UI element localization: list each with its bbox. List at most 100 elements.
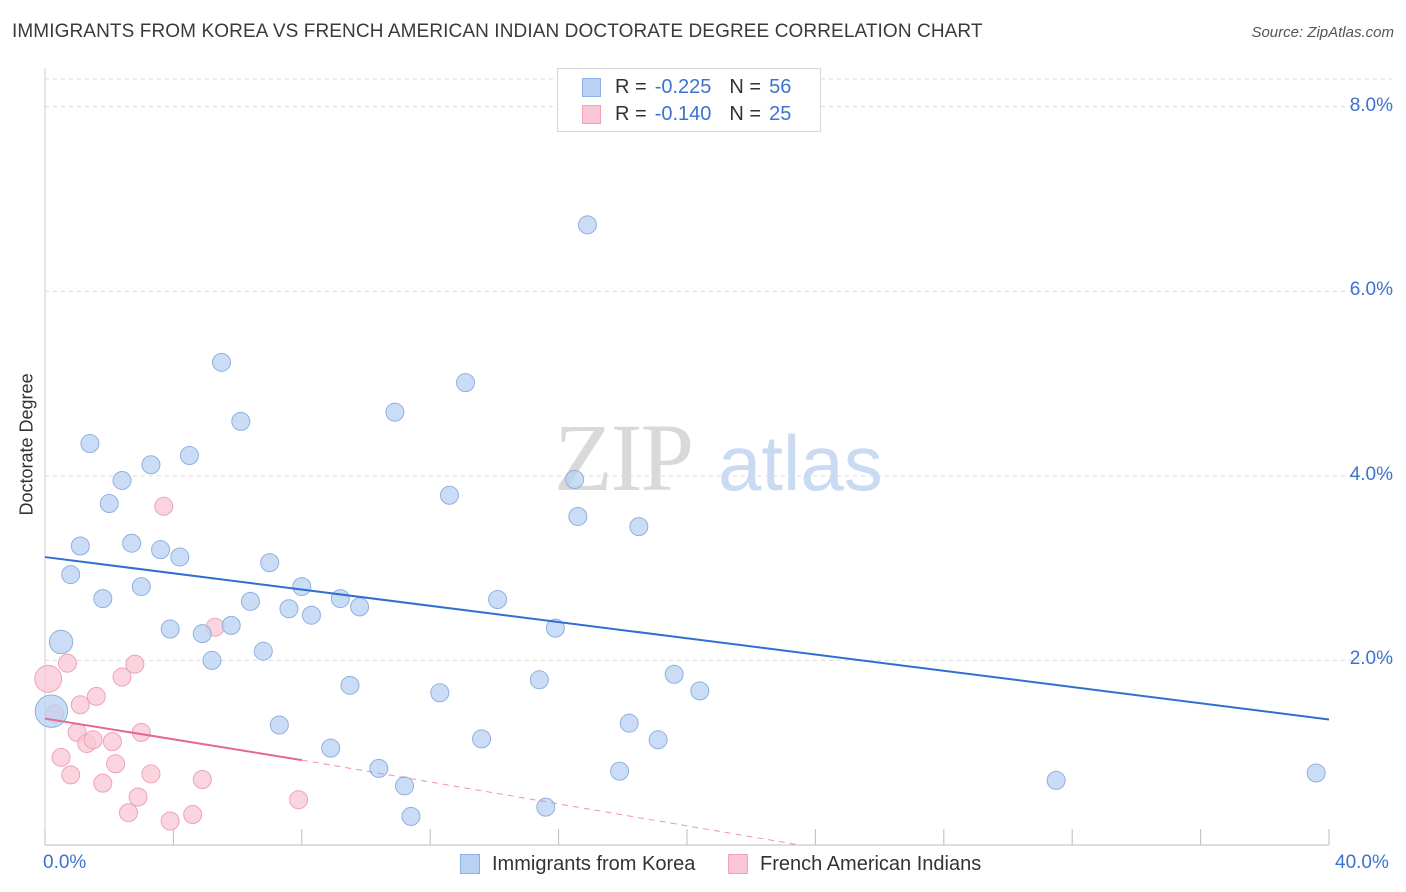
legend-r-label: R = <box>615 75 647 98</box>
y-tick-label: 2.0% <box>1349 648 1393 670</box>
data-point <box>125 654 145 674</box>
data-point <box>610 761 630 781</box>
data-point <box>577 215 597 235</box>
data-point <box>51 747 71 767</box>
legend-r-value: -0.225 <box>654 75 712 98</box>
data-point <box>430 683 450 703</box>
data-point <box>83 730 103 750</box>
watermark-atlas: atlas <box>718 419 883 507</box>
trend-line-korea <box>44 556 1330 721</box>
data-point <box>240 591 260 611</box>
x-tick-label-min: 0.0% <box>43 852 87 873</box>
series-legend-label: French American Indians <box>760 852 982 875</box>
data-point <box>629 517 649 537</box>
series-immigrants-from-korea <box>34 215 1326 826</box>
data-point <box>690 681 710 701</box>
legend-r-value: -0.140 <box>654 102 712 125</box>
data-point <box>118 803 138 823</box>
data-point <box>70 536 90 556</box>
data-point <box>545 618 565 638</box>
data-point <box>369 758 389 778</box>
legend-n-label: N = <box>729 102 762 125</box>
data-point <box>565 470 585 490</box>
y-axis-label: Doctorate Degree <box>16 373 37 516</box>
data-point <box>80 434 100 454</box>
data-point <box>112 470 132 490</box>
trend-line-french-extension <box>301 759 800 846</box>
series-legend-swatch-blue <box>460 854 480 874</box>
legend-n-value: 25 <box>769 102 792 125</box>
legend-n-value: 56 <box>769 75 792 98</box>
x-tick-label-max: 40.0% <box>1335 852 1389 873</box>
data-point <box>141 455 161 475</box>
data-point <box>1306 763 1326 783</box>
data-point <box>61 565 81 585</box>
trend-line-french <box>44 717 302 762</box>
data-point <box>106 754 126 774</box>
data-point <box>472 729 492 749</box>
data-point <box>70 695 90 715</box>
y-tick-label: 6.0% <box>1349 279 1393 301</box>
data-point <box>385 402 405 422</box>
data-point <box>231 411 251 431</box>
series-legend-french: French American Indians <box>728 852 981 876</box>
data-point <box>439 485 459 505</box>
data-point <box>340 675 360 695</box>
data-point <box>648 730 668 750</box>
data-point <box>279 599 299 619</box>
data-point <box>488 590 508 610</box>
data-point <box>93 773 113 793</box>
data-point <box>112 667 132 687</box>
data-point <box>93 589 113 609</box>
legend-n-label: N = <box>729 75 762 98</box>
data-point <box>131 577 151 597</box>
data-point <box>86 686 106 706</box>
data-point <box>301 605 321 625</box>
data-point <box>253 641 273 661</box>
chart-title: IMMIGRANTS FROM KOREA VS FRENCH AMERICAN… <box>12 21 983 42</box>
data-point <box>212 352 232 372</box>
legend-swatch-blue <box>582 77 601 97</box>
data-point <box>128 787 148 807</box>
data-point <box>179 446 199 466</box>
data-point <box>61 765 81 785</box>
watermark-zip: ZIP <box>554 404 692 511</box>
data-point <box>192 624 212 644</box>
trend-lines <box>44 556 1330 846</box>
data-point <box>292 577 312 597</box>
data-point <box>395 776 415 796</box>
data-point <box>122 533 142 553</box>
data-point <box>154 496 174 516</box>
data-point <box>321 738 341 758</box>
data-point <box>160 811 180 831</box>
data-point <box>34 694 69 728</box>
series-legend-swatch-pink <box>728 854 748 874</box>
data-point <box>269 715 289 735</box>
series-legend-korea: Immigrants from Korea <box>460 852 695 876</box>
data-point <box>151 540 171 560</box>
data-point <box>34 664 63 693</box>
data-point <box>99 494 119 514</box>
series-legend-label: Immigrants from Korea <box>492 852 696 875</box>
data-point <box>1046 770 1066 790</box>
data-point <box>170 547 190 567</box>
legend-r-label: R = <box>615 102 647 125</box>
data-point <box>350 597 370 617</box>
legend-swatch-pink <box>582 104 601 124</box>
data-point <box>529 670 549 690</box>
legend-row-french: R = -0.140 N = 25 <box>582 102 791 126</box>
legend-row-korea: R = -0.225 N = 56 <box>582 75 791 99</box>
data-point <box>330 589 350 609</box>
data-point <box>664 664 684 684</box>
data-point <box>619 713 639 733</box>
chart-source: Source: ZipAtlas.com <box>1251 24 1394 41</box>
data-point <box>57 653 77 673</box>
y-tick-label: 4.0% <box>1349 463 1393 485</box>
data-point <box>160 619 180 639</box>
data-point <box>260 553 280 573</box>
data-point <box>102 732 122 752</box>
data-point <box>568 506 588 526</box>
data-point <box>202 650 222 670</box>
data-point <box>289 790 309 810</box>
